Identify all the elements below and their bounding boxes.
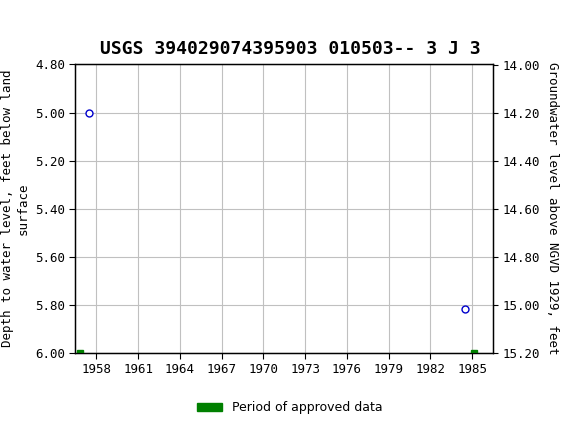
- Y-axis label: Depth to water level, feet below land
surface: Depth to water level, feet below land su…: [1, 70, 30, 347]
- Legend: Period of approved data: Period of approved data: [192, 396, 388, 419]
- Text: USGS 394029074395903 010503-- 3 J 3: USGS 394029074395903 010503-- 3 J 3: [100, 40, 480, 58]
- Y-axis label: Groundwater level above NGVD 1929, feet: Groundwater level above NGVD 1929, feet: [546, 62, 559, 355]
- Text: ▒USGS: ▒USGS: [6, 15, 86, 37]
